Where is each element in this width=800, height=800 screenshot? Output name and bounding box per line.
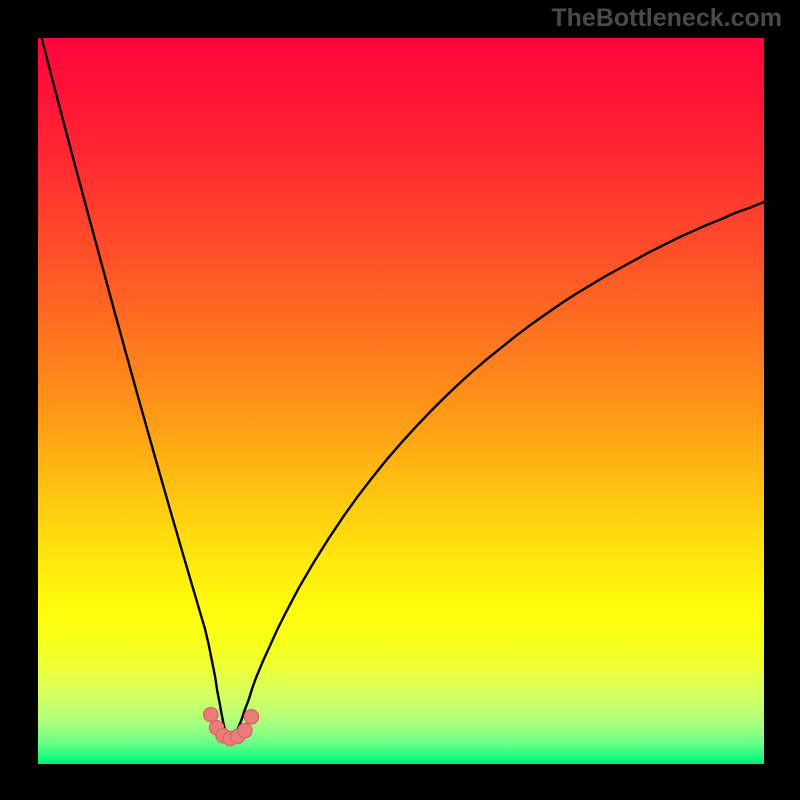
plot-area (38, 38, 764, 764)
v-curve (42, 38, 764, 739)
bottom-marker (244, 710, 258, 724)
curve-layer (38, 38, 764, 764)
bottom-marker (238, 723, 252, 737)
bottom-marker (204, 707, 218, 721)
stage: TheBottleneck.com (0, 0, 800, 800)
bottom-marker-group (204, 707, 259, 745)
watermark-text: TheBottleneck.com (551, 4, 782, 33)
